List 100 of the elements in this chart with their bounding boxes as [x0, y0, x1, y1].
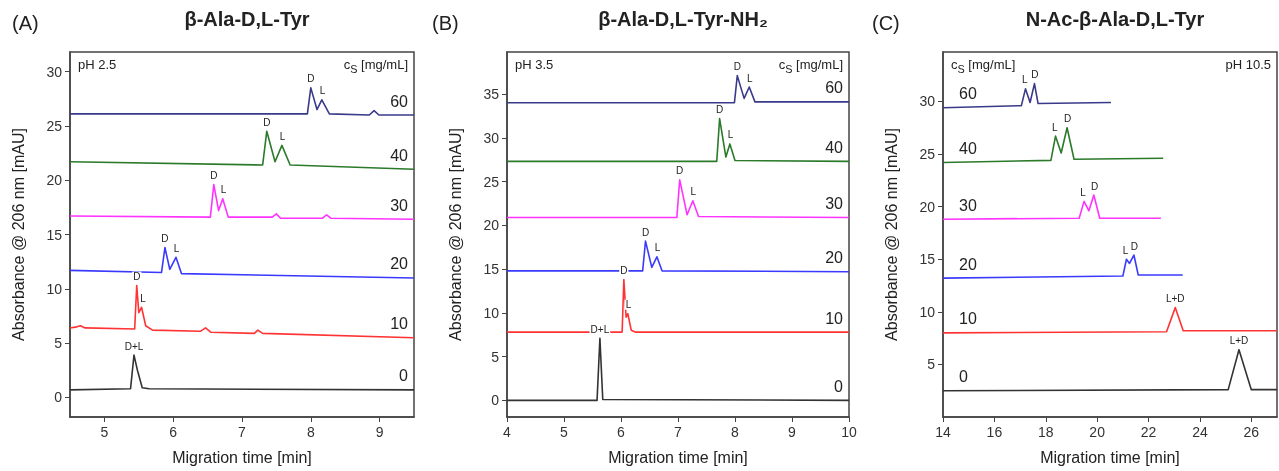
annotation: D — [133, 271, 141, 283]
line-series — [506, 74, 850, 104]
annotation: L — [279, 130, 286, 142]
x-tick-label: 26 — [1243, 424, 1260, 440]
series-label: 0 — [959, 368, 968, 386]
series-label: 20 — [390, 255, 409, 273]
annotation: L — [1051, 121, 1058, 133]
annotation: D — [620, 265, 628, 277]
annotation: L — [220, 184, 227, 196]
annotation: c$_{S}$ [mg/mL] — [343, 57, 408, 76]
annotation: L+D — [1229, 335, 1249, 347]
y-tick-label: 35 — [483, 86, 500, 103]
annotation: D — [307, 73, 315, 85]
x-tick-label: 9 — [788, 424, 797, 440]
y-tick-label: 20 — [46, 172, 63, 189]
annotation: L — [654, 242, 661, 254]
x-axis-title: Migration time [min] — [172, 448, 312, 466]
y-tick-label: 10 — [919, 303, 936, 320]
y-tick-label: 15 — [919, 251, 936, 268]
annotation: L — [173, 242, 180, 254]
annotation: pH 2.5 — [78, 57, 117, 73]
y-axis-title: Absorbance @ 206 nm [mAU] — [446, 128, 464, 341]
annotation: D — [263, 116, 271, 128]
x-tick-label: 20 — [1089, 424, 1106, 440]
annotation: c$_{S}$ [mg/mL] — [951, 57, 1016, 76]
annotation: D — [210, 170, 218, 182]
series-label: 30 — [959, 196, 977, 214]
y-tick-label: 15 — [46, 226, 63, 243]
annotation: L — [747, 72, 754, 84]
annotation: L+D — [1165, 293, 1185, 305]
line-series — [942, 194, 1162, 221]
x-tick-label: 24 — [1192, 424, 1208, 440]
line-series — [942, 254, 1184, 279]
y-tick-label: 30 — [483, 129, 500, 146]
x-tick-label: 8 — [731, 424, 740, 440]
annotation: L — [1080, 186, 1087, 198]
x-tick-label: 7 — [674, 424, 683, 440]
annotation: D — [733, 61, 741, 73]
line-series — [506, 278, 850, 333]
y-axis-title: Absorbance @ 206 nm [mAU] — [882, 128, 900, 341]
x-tick-label: 8 — [306, 424, 315, 440]
series-label: 40 — [390, 146, 409, 164]
y-tick-label: 20 — [483, 217, 500, 234]
chart-title: N-Ac-β-Ala-D,L-Tyr — [1025, 8, 1205, 30]
y-tick-label: 10 — [46, 280, 63, 297]
y-tick-label: 30 — [919, 93, 936, 110]
series-label: 10 — [959, 310, 977, 328]
y-tick-label: 25 — [483, 173, 500, 190]
series-label: 0 — [834, 377, 844, 395]
y-tick-label: 5 — [54, 335, 63, 352]
x-axis-title: Migration time [min] — [1040, 448, 1180, 466]
annotation: D — [715, 104, 724, 116]
x-tick-label: 14 — [935, 424, 951, 440]
series-label: 40 — [825, 138, 844, 156]
annotation: D+L — [590, 323, 610, 335]
x-tick-label: 5 — [100, 424, 109, 440]
x-tick-label: 22 — [1140, 424, 1157, 440]
y-tick-label: 10 — [483, 304, 500, 321]
annotation: D — [1090, 180, 1099, 192]
line-series — [506, 117, 850, 163]
series-label: 60 — [825, 79, 844, 97]
line-series — [506, 240, 850, 273]
annotation: D — [641, 226, 650, 238]
line-series — [69, 130, 415, 171]
x-tick-label: 5 — [560, 424, 569, 440]
text: (B) — [432, 12, 459, 34]
annotation: D — [676, 165, 684, 177]
series-label: 10 — [390, 315, 409, 333]
y-tick-label: 30 — [46, 63, 63, 80]
line-series — [69, 284, 415, 339]
y-axis-title: Absorbance @ 206 nm [mAU] — [9, 128, 27, 341]
line-series — [506, 178, 850, 219]
annotation: L — [140, 292, 147, 304]
y-tick-label: 5 — [491, 348, 500, 365]
series-label: 10 — [825, 309, 844, 327]
text: (C) — [872, 12, 900, 34]
series-label: 0 — [399, 367, 409, 385]
chart-title: β-Ala-D,L-Tyr — [184, 8, 310, 30]
y-tick-label: 0 — [491, 392, 500, 409]
series-label: 30 — [825, 194, 844, 212]
x-tick-label: 10 — [841, 424, 857, 440]
annotation: D — [1063, 113, 1072, 125]
annotation: L — [319, 85, 326, 97]
series-label: 60 — [390, 92, 409, 110]
annotation: L — [625, 299, 632, 311]
x-tick-label: 7 — [238, 424, 247, 440]
x-tick-label: 16 — [986, 424, 1003, 440]
series-label: 40 — [959, 139, 977, 157]
annotation: D — [1130, 240, 1139, 252]
annotation: D — [161, 233, 169, 245]
annotation: L — [1122, 244, 1129, 256]
annotation: L — [727, 129, 734, 141]
line-series — [942, 82, 1112, 109]
line-series — [69, 87, 415, 116]
line-series — [69, 183, 415, 221]
series-label: 20 — [959, 255, 977, 273]
line-series — [942, 306, 1278, 334]
annotation: pH 3.5 — [515, 57, 554, 73]
annotation: D+L — [124, 340, 144, 352]
chart-title: β-Ala-D,L-Tyr-NH₂ — [598, 8, 768, 30]
